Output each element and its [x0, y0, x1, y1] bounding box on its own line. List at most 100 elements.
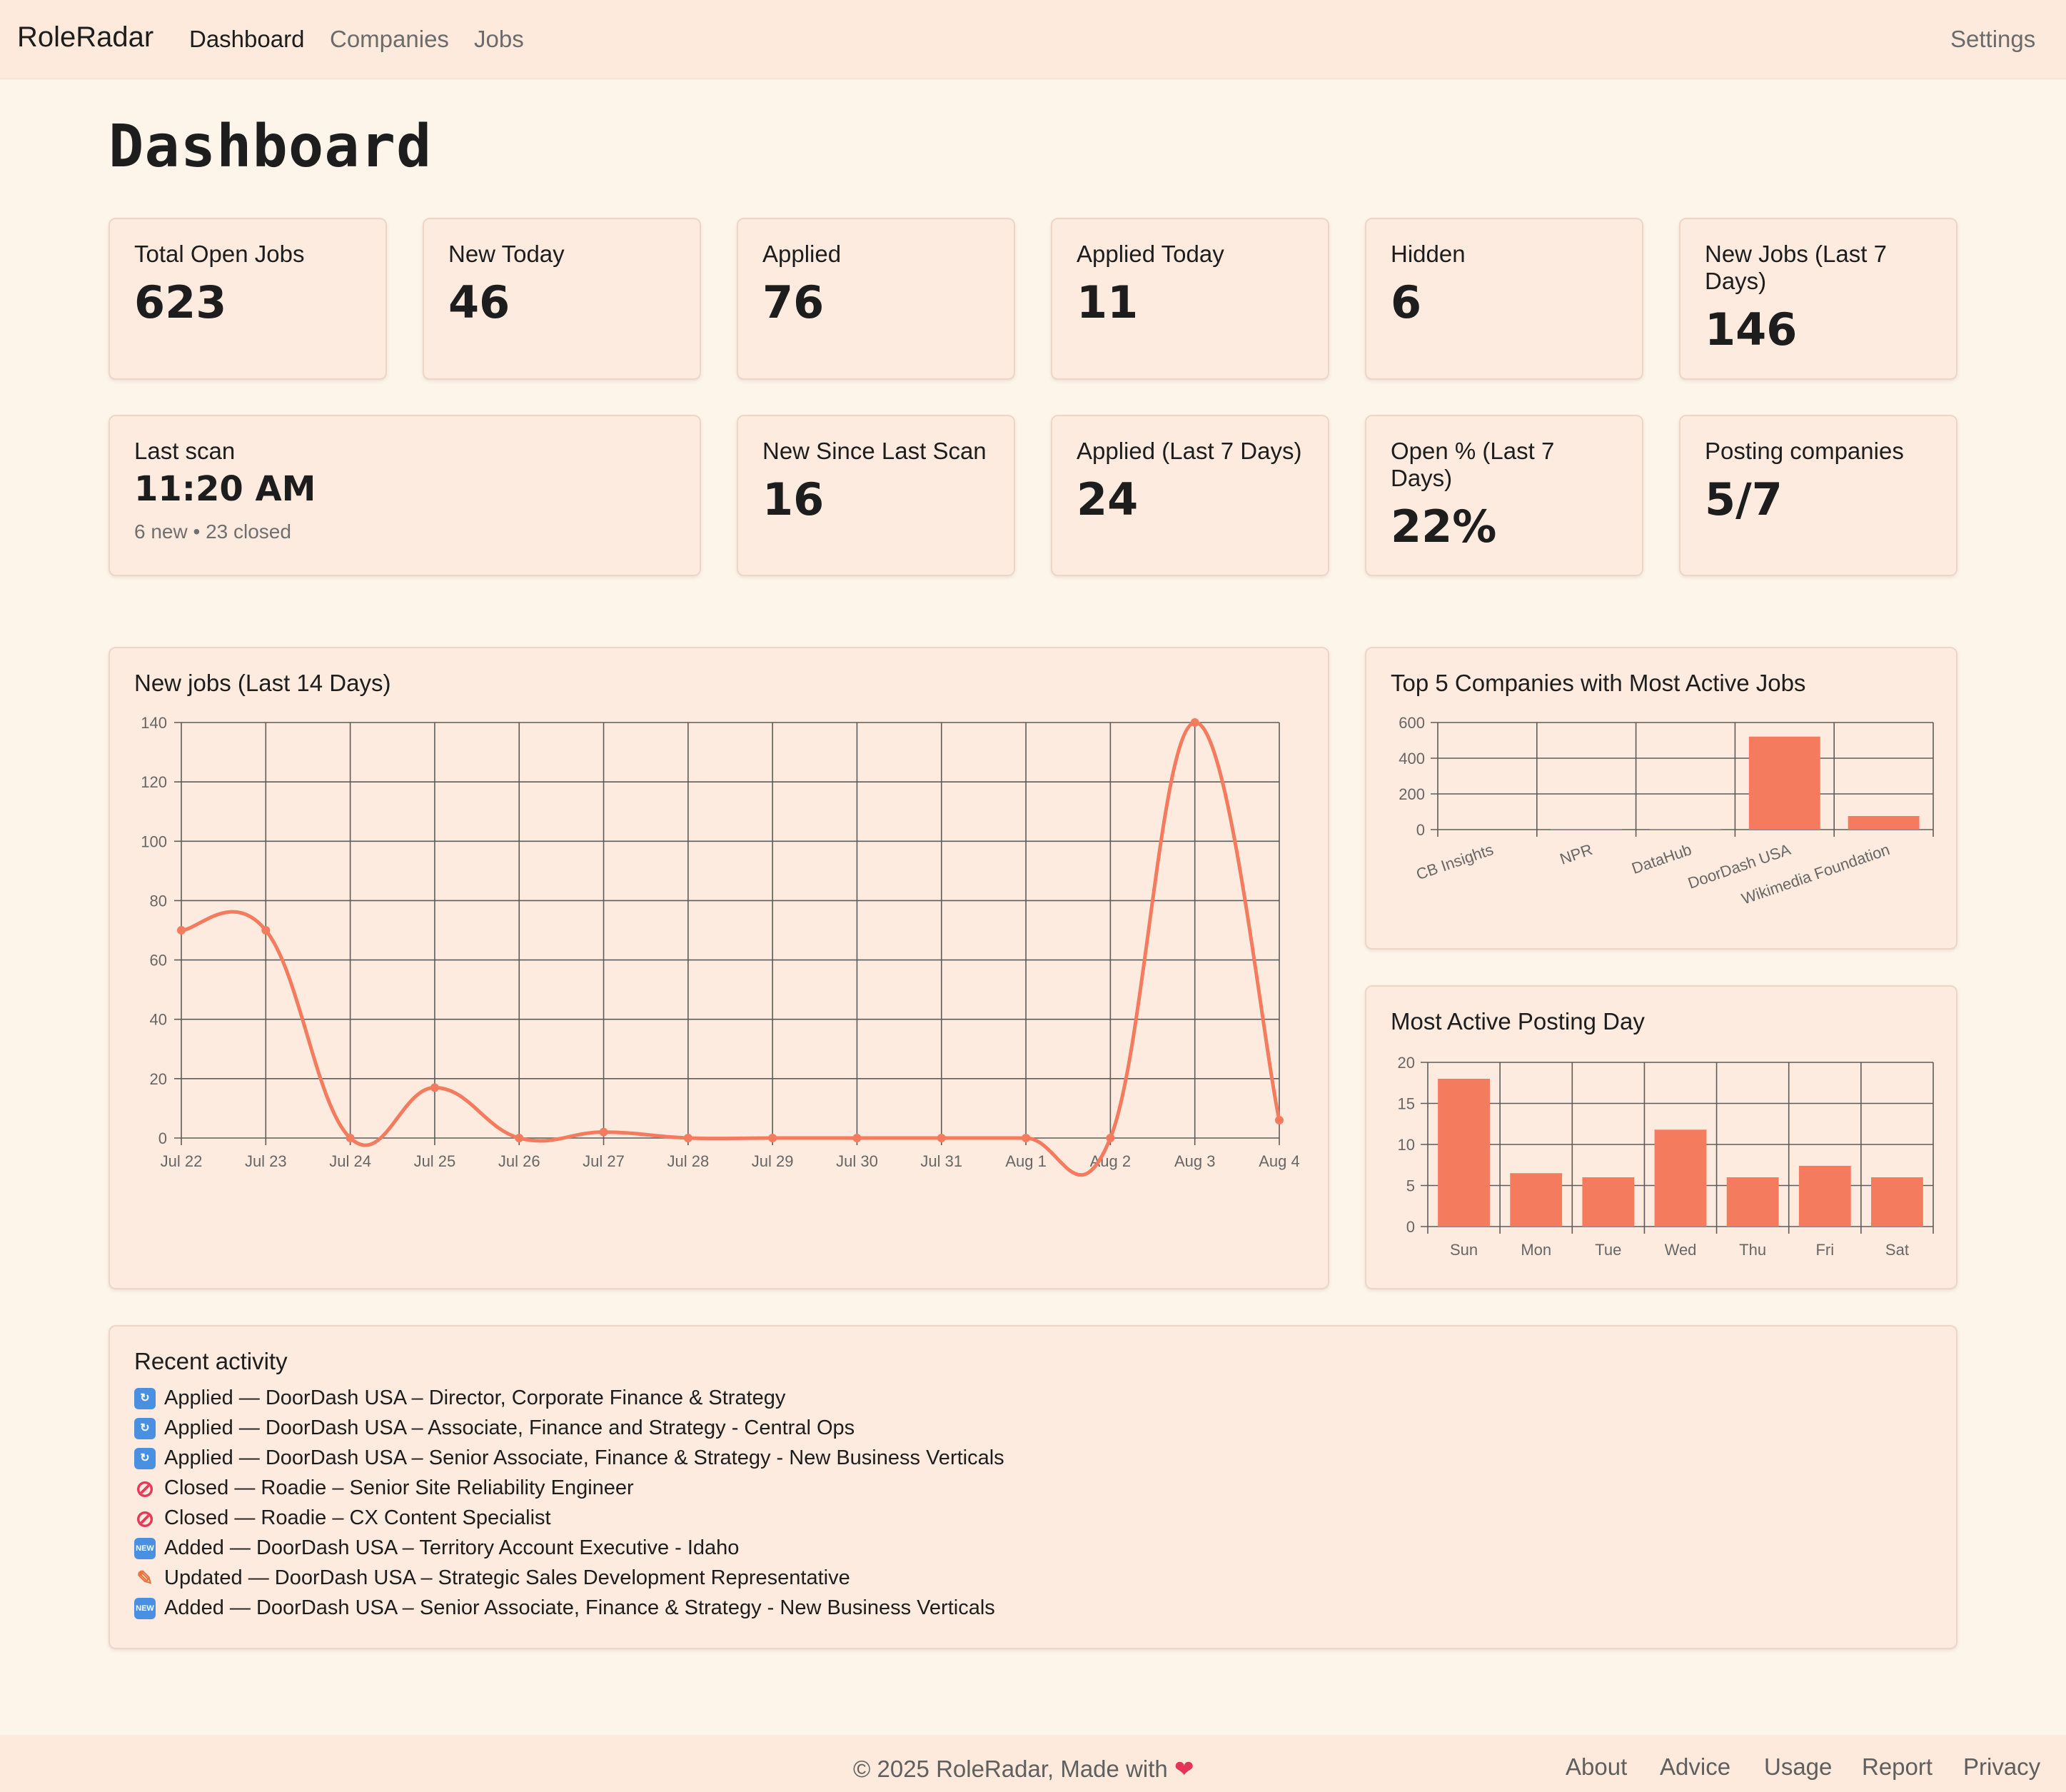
nav-link-jobs[interactable]: Jobs: [474, 26, 524, 52]
data-point: [430, 1083, 439, 1092]
activity-text: Applied — DoorDash USA – Senior Associat…: [164, 1446, 1004, 1469]
activity-item[interactable]: ↻ Applied — DoorDash USA – Senior Associa…: [134, 1446, 1004, 1470]
activity-text: Added — DoorDash USA – Territory Account…: [164, 1536, 740, 1559]
y-tick-label: 20: [1398, 1054, 1415, 1072]
x-tick-label: Jul 23: [245, 1152, 287, 1170]
new-badge-icon: NEW: [134, 1538, 156, 1560]
copyright-text: © 2025 RoleRadar, Made with: [853, 1756, 1168, 1782]
nav-link-dashboard[interactable]: Dashboard: [189, 26, 305, 52]
scan-summary: 6 new • 23 closed: [134, 520, 291, 543]
x-tick-label: Thu: [1739, 1241, 1766, 1259]
prohibited-icon: ⊘: [135, 1476, 155, 1502]
stat-value: 46: [448, 276, 510, 328]
stat-card-new-today: New Today 46: [423, 218, 701, 380]
activity-item[interactable]: ↻ Applied — DoorDash USA – Associate, Fin…: [134, 1416, 855, 1440]
x-tick-label: CB Insights: [1414, 840, 1496, 883]
bar: [1848, 816, 1920, 830]
data-point: [768, 1134, 777, 1142]
stat-value: 22%: [1391, 500, 1497, 553]
footer-link-report[interactable]: Report: [1862, 1753, 1933, 1780]
footer-link-about[interactable]: About: [1566, 1753, 1628, 1780]
pencil-icon: ✎: [136, 1567, 153, 1590]
data-point: [1190, 718, 1199, 727]
data-point: [937, 1134, 946, 1142]
data-point: [515, 1134, 524, 1142]
data-point: [1275, 1116, 1284, 1125]
stat-value: 24: [1077, 473, 1139, 525]
activity-item[interactable]: ⊘ Closed — Roadie – Senior Site Reliabili…: [134, 1476, 634, 1500]
y-tick-label: 400: [1399, 750, 1425, 767]
y-tick-label: 120: [141, 773, 167, 791]
stat-value: 6: [1391, 276, 1422, 328]
x-tick-label: Fri: [1815, 1241, 1834, 1259]
y-tick-label: 5: [1406, 1177, 1415, 1195]
data-point: [1022, 1134, 1031, 1142]
x-tick-label: Sun: [1450, 1241, 1478, 1259]
data-point: [599, 1127, 608, 1137]
y-tick-label: 80: [150, 892, 167, 910]
stat-label: Applied: [762, 241, 842, 267]
y-tick-label: 60: [150, 952, 167, 970]
x-tick-label: Jul 28: [667, 1152, 709, 1170]
nav-link-settings[interactable]: Settings: [1950, 26, 2036, 52]
y-tick-label: 0: [1406, 1218, 1415, 1236]
x-tick-label: Aug 1: [1005, 1152, 1047, 1170]
stat-value: 146: [1705, 303, 1798, 356]
stat-card-open-percent: Open % (Last 7 Days) 22%: [1365, 415, 1643, 576]
brand-logo[interactable]: RoleRadar: [17, 21, 154, 53]
x-tick-label: NPR: [1558, 840, 1595, 868]
activity-item[interactable]: NEW Added — DoorDash USA – Territory Acco…: [134, 1536, 739, 1560]
bar: [1748, 736, 1820, 830]
nav-link-companies[interactable]: Companies: [330, 26, 449, 52]
stat-label: Last scan: [134, 438, 236, 464]
activity-item[interactable]: ↻ Applied — DoorDash USA – Director, Corp…: [134, 1386, 785, 1410]
activity-text: Applied — DoorDash USA – Associate, Fina…: [164, 1416, 855, 1439]
stat-value: 11:20 AM: [134, 469, 316, 509]
activity-text: Updated — DoorDash USA – Strategic Sales…: [164, 1566, 850, 1589]
stat-card-applied-today: Applied Today 11: [1051, 218, 1329, 380]
recent-activity-title: Recent activity: [134, 1348, 288, 1374]
stat-card-posting-companies: Posting companies 5/7: [1679, 415, 1957, 576]
chart-title: Most Active Posting Day: [1391, 1008, 1645, 1035]
y-tick-label: 600: [1399, 714, 1425, 732]
x-tick-label: Jul 22: [161, 1152, 203, 1170]
stat-value: 76: [762, 276, 825, 328]
refresh-icon: ↻: [134, 1448, 156, 1470]
stat-label: Posting companies: [1705, 438, 1904, 464]
stat-label: New Today: [448, 241, 565, 267]
stat-card-applied-7-days: Applied (Last 7 Days) 24: [1051, 415, 1329, 576]
stat-label: New Jobs (Last 7 Days): [1705, 241, 1887, 294]
stat-card-applied: Applied 76: [737, 218, 1015, 380]
activity-text: Closed — Roadie – CX Content Specialist: [164, 1506, 551, 1529]
refresh-icon: ↻: [134, 1418, 156, 1440]
x-tick-label: Aug 3: [1174, 1152, 1216, 1170]
activity-item[interactable]: ⊘ Closed — Roadie – CX Content Specialist: [134, 1506, 551, 1530]
x-tick-label: Sat: [1885, 1241, 1909, 1259]
activity-text: Applied — DoorDash USA – Director, Corpo…: [164, 1386, 786, 1409]
x-tick-label: Jul 30: [836, 1152, 878, 1170]
stat-label: Hidden: [1391, 241, 1466, 267]
x-tick-label: Jul 26: [498, 1152, 540, 1170]
new-badge-icon: NEW: [134, 1598, 156, 1620]
posting-day-bar-chart: 0 5 10 15 20 Sun Mon Tue Wed Thu Fri Sat: [1398, 1054, 1934, 1259]
y-tick-label: 0: [1416, 821, 1425, 839]
footer-link-advice[interactable]: Advice: [1660, 1753, 1731, 1780]
stat-card-new-jobs-7-days: New Jobs (Last 7 Days) 146: [1679, 218, 1957, 380]
page-title: Dashboard: [109, 113, 433, 181]
bar: [1654, 1129, 1707, 1227]
heart-icon: ❤: [1174, 1756, 1194, 1782]
activity-item[interactable]: NEW Added — DoorDash USA – Senior Associa…: [134, 1596, 995, 1620]
activity-item[interactable]: ✎ Updated — DoorDash USA – Strategic Sale…: [134, 1566, 850, 1590]
recent-activity-card: Recent activity ↻ Applied — DoorDash USA …: [109, 1325, 1957, 1649]
x-tick-label: DataHub: [1629, 840, 1693, 877]
prohibited-icon: ⊘: [135, 1506, 155, 1532]
activity-text: Added — DoorDash USA – Senior Associate,…: [164, 1596, 995, 1619]
x-tick-label: Tue: [1595, 1241, 1621, 1259]
stat-value: 623: [134, 276, 227, 328]
stat-label: New Since Last Scan: [762, 438, 987, 464]
bar: [1582, 1177, 1635, 1227]
footer-link-privacy[interactable]: Privacy: [1963, 1753, 2041, 1780]
data-point: [852, 1134, 862, 1142]
footer-copyright: © 2025 RoleRadar, Made with ❤: [853, 1755, 1194, 1783]
footer-link-usage[interactable]: Usage: [1764, 1753, 1833, 1780]
